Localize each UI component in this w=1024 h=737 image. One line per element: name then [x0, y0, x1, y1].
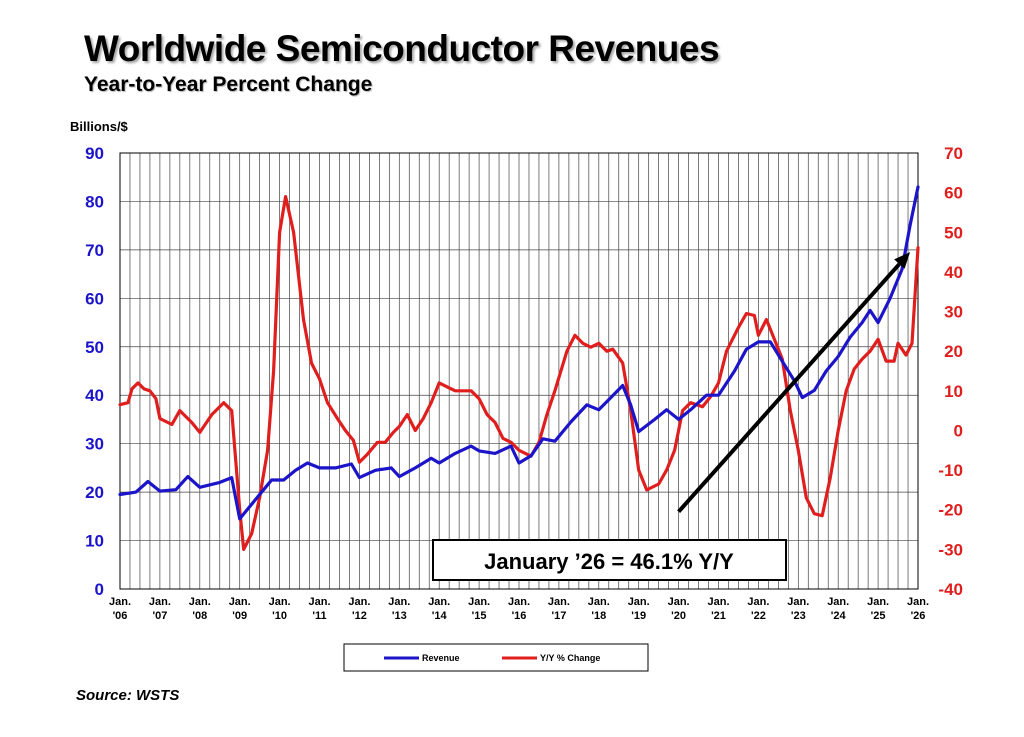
x-tick-month: Jan. [189, 596, 211, 608]
right-tick-label: 60 [944, 184, 963, 203]
left-tick-label: 90 [85, 144, 104, 163]
left-tick-label: 50 [85, 338, 104, 357]
x-tick-month: Jan. [628, 596, 650, 608]
source-note: Source: WSTS [76, 687, 180, 704]
x-tick-year: '20 [671, 610, 686, 622]
right-tick-label: 40 [944, 263, 963, 282]
x-tick-year: '10 [272, 610, 287, 622]
x-tick-year: '09 [232, 610, 247, 622]
legend-revenue-label: Revenue [422, 653, 460, 663]
legend-yoy-label: Y/Y % Change [540, 653, 600, 663]
x-tick-month: Jan. [388, 596, 410, 608]
right-tick-label: 30 [944, 303, 963, 322]
chart-subtitle: Year-to-Year Percent Change [84, 73, 373, 96]
left-tick-label: 20 [85, 483, 104, 502]
chart-title: Worldwide Semiconductor Revenues [84, 28, 720, 69]
series-lines [118, 185, 920, 551]
x-tick-month: Jan. [867, 596, 889, 608]
trend-arrow-layer [677, 252, 911, 514]
x-tick-month: Jan. [428, 596, 450, 608]
x-tick-year: '17 [551, 610, 566, 622]
x-tick-month: Jan. [707, 596, 729, 608]
left-axis-ticks: 0 10 20 30 40 50 60 70 80 90 [85, 144, 104, 599]
x-tick-year: '16 [512, 610, 527, 622]
left-tick-label: 40 [85, 386, 104, 405]
x-tick-year: '23 [791, 610, 806, 622]
x-tick-month: Jan. [827, 596, 849, 608]
x-tick-month: Jan. [269, 596, 291, 608]
x-tick-year: '07 [152, 610, 167, 622]
x-tick-month: Jan. [548, 596, 570, 608]
x-tick-year: '13 [392, 610, 407, 622]
plot-area-frame [119, 152, 919, 590]
x-tick-year: '22 [751, 610, 766, 622]
x-tick-month: Jan. [348, 596, 370, 608]
x-tick-month: Jan. [468, 596, 490, 608]
x-tick-month: Jan. [787, 596, 809, 608]
x-tick-month: Jan. [668, 596, 690, 608]
x-tick-month: Jan. [308, 596, 330, 608]
annotation-text: January ’26 = 46.1% Y/Y [484, 549, 734, 574]
x-tick-month: Jan. [109, 596, 131, 608]
x-tick-year: '21 [711, 610, 726, 622]
right-tick-label: -40 [938, 580, 963, 599]
x-tick-month: Jan. [747, 596, 769, 608]
left-tick-label: 70 [85, 241, 104, 260]
x-tick-year: '11 [312, 610, 326, 622]
right-axis-ticks: -40 -30 -20 -10 0 10 20 30 40 50 60 70 [938, 144, 963, 599]
x-tick-year: '19 [631, 610, 646, 622]
left-tick-label: 80 [85, 192, 104, 211]
trend-arrow-head [894, 252, 911, 269]
x-tick-month: Jan. [907, 596, 929, 608]
revenue-line [118, 185, 920, 521]
trend-arrow-shaft [677, 262, 901, 514]
x-tick-year: '25 [871, 610, 886, 622]
x-tick-month: Jan. [229, 596, 251, 608]
x-tick-month: Jan. [149, 596, 171, 608]
left-tick-label: 60 [85, 289, 104, 308]
left-tick-label: 10 [85, 532, 104, 551]
x-tick-year: '15 [472, 610, 487, 622]
yoy-change-line [118, 195, 920, 551]
x-tick-year: '06 [113, 610, 128, 622]
right-tick-label: -30 [938, 540, 963, 559]
x-tick-month: Jan. [508, 596, 530, 608]
right-tick-label: 10 [944, 382, 963, 401]
right-tick-label: 50 [944, 223, 963, 242]
right-tick-label: -20 [938, 501, 963, 520]
right-tick-label: 70 [944, 144, 963, 163]
right-tick-label: -10 [938, 461, 963, 480]
x-tick-year: '14 [432, 610, 448, 622]
x-tick-year: '26 [911, 610, 926, 622]
left-tick-label: 0 [95, 580, 104, 599]
x-tick-year: '18 [591, 610, 606, 622]
x-tick-year: '24 [831, 610, 847, 622]
right-tick-label: 20 [944, 342, 963, 361]
x-tick-year: '12 [352, 610, 367, 622]
legend: Revenue Y/Y % Change [343, 643, 649, 672]
right-tick-label: 0 [954, 421, 963, 440]
left-tick-label: 30 [85, 435, 104, 454]
x-tick-month: Jan. [588, 596, 610, 608]
vertical-gridlines [129, 153, 909, 589]
annotation-box-frame [432, 539, 787, 581]
x-tick-year: '08 [192, 610, 207, 622]
annotation-box: January ’26 = 46.1% Y/Y [432, 539, 787, 581]
x-axis-ticks: Jan. '06 Jan. '07 Jan. '08 Jan. '09 Jan. '10 Jan. '… [109, 596, 929, 622]
left-axis-label: Billions/$ [70, 119, 129, 134]
